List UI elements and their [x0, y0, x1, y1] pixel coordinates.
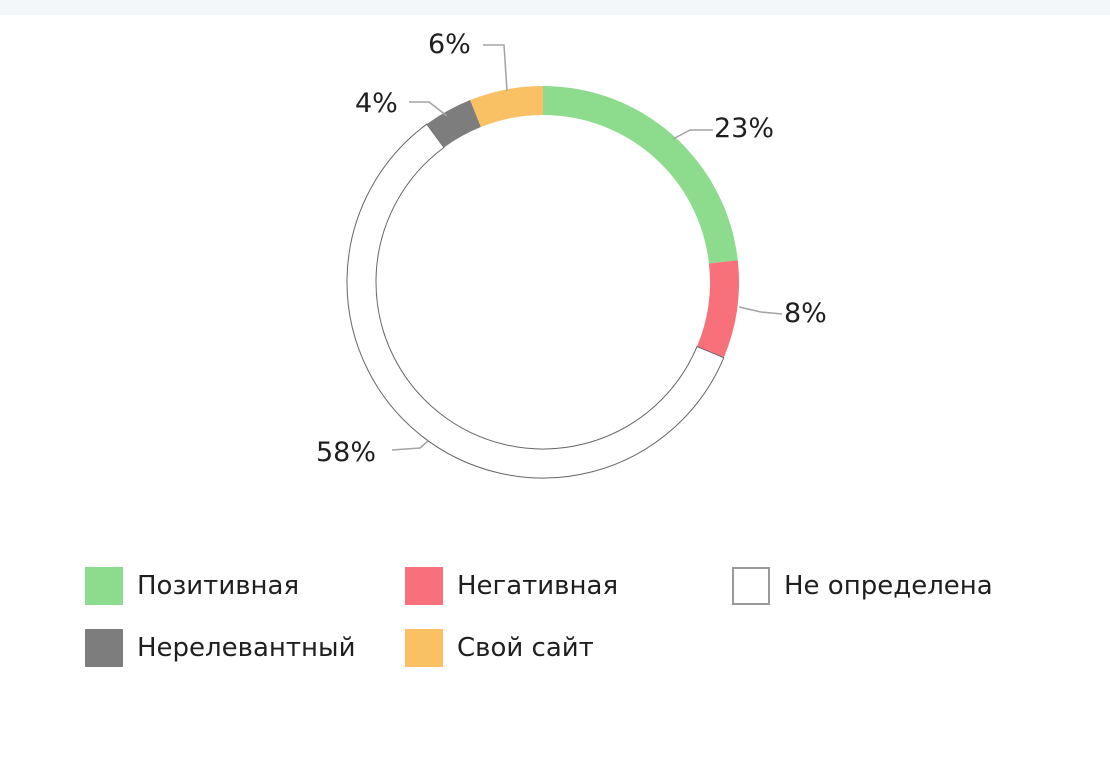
irrelevant-slice-percent-label: 4%: [355, 88, 398, 119]
slice-negative[interactable]: [697, 260, 739, 358]
negative-label-leader-line: [738, 306, 783, 315]
legend-item-own-site[interactable]: Свой сайт: [405, 629, 594, 667]
irrelevant-color-swatch: [85, 629, 123, 667]
positive-label-leader-line: [672, 129, 713, 140]
positive-slice-percent-label: 23%: [714, 113, 775, 144]
slice-irrelevant[interactable]: [426, 100, 481, 148]
legend-label-undetermined: Не определена: [784, 571, 993, 601]
slice-positive[interactable]: [543, 86, 738, 264]
undetermined-slice-percent-label: 58%: [316, 437, 377, 468]
legend-item-positive[interactable]: Позитивная: [85, 567, 299, 605]
negative-color-swatch: [405, 567, 443, 605]
legend-item-undetermined[interactable]: Не определена: [732, 567, 993, 605]
legend-label-positive: Позитивная: [137, 571, 300, 601]
legend-label-own-site: Свой сайт: [457, 633, 594, 663]
positive-color-swatch: [85, 567, 123, 605]
top-strip: [0, 0, 1110, 15]
legend-label-irrelevant: Нерелевантный: [137, 633, 356, 663]
negative-slice-percent-label: 8%: [784, 298, 827, 329]
legend-label-negative: Негативная: [457, 571, 619, 601]
own-site-color-swatch: [405, 629, 443, 667]
slice-undetermined[interactable]: [346, 123, 725, 479]
own-site-label-leader-line: [483, 44, 508, 92]
own-site-slice-percent-label: 6%: [428, 29, 471, 60]
undetermined-color-swatch: [732, 567, 770, 605]
legend-item-negative[interactable]: Негативная: [405, 567, 618, 605]
legend-item-irrelevant[interactable]: Нерелевантный: [85, 629, 356, 667]
slice-own-site[interactable]: [470, 86, 543, 127]
irrelevant-label-leader-line: [409, 101, 448, 117]
undetermined-label-leader-line: [391, 440, 429, 451]
